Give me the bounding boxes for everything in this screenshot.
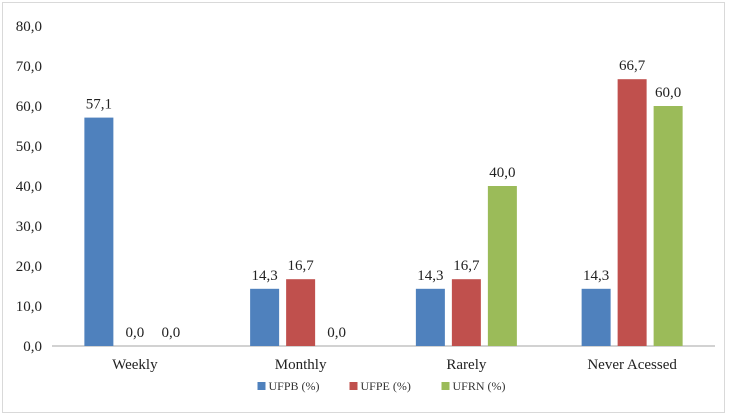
- data-label: 40,0: [489, 165, 515, 181]
- y-tick-label: 70,0: [16, 59, 42, 75]
- legend: UFPB (%) UFPE (%) UFRN (%): [257, 379, 506, 393]
- category-label: Weekly: [112, 357, 158, 373]
- data-label: 14,3: [417, 268, 443, 284]
- legend-swatch: [349, 382, 358, 390]
- data-label: 14,3: [583, 268, 609, 284]
- y-tick-label: 0,0: [23, 339, 42, 355]
- data-label: 14,3: [252, 268, 278, 284]
- bar: [286, 279, 316, 346]
- bar: [581, 288, 611, 346]
- legend-label: UFPB (%): [269, 379, 320, 393]
- bars: [84, 79, 683, 346]
- bar: [617, 79, 647, 346]
- category-labels: Weekly Monthly Rarely Never Acessed: [112, 357, 677, 373]
- data-label: 60,0: [655, 85, 681, 101]
- y-tick-label: 50,0: [16, 139, 42, 155]
- data-label: 16,7: [453, 258, 480, 274]
- category-label: Never Acessed: [587, 357, 677, 373]
- bar: [84, 117, 114, 346]
- data-label: 0,0: [126, 325, 145, 341]
- y-tick-label: 10,0: [16, 299, 42, 315]
- legend-label: UFPE (%): [361, 379, 411, 393]
- bar: [250, 288, 280, 346]
- y-axis-ticks: 0,0 10,0 20,0 30,0 40,0 50,0 60,0 70,0 80,0: [16, 19, 42, 355]
- y-tick-label: 80,0: [16, 19, 42, 35]
- category-label: Rarely: [446, 357, 486, 373]
- y-tick-label: 30,0: [16, 219, 42, 235]
- category-label: Monthly: [275, 357, 327, 373]
- legend-swatch: [441, 382, 450, 390]
- data-label: 0,0: [327, 325, 346, 341]
- data-label: 57,1: [86, 97, 112, 113]
- y-tick-label: 40,0: [16, 179, 42, 195]
- bar: [653, 106, 683, 346]
- bar: [415, 288, 445, 346]
- bar: [487, 186, 517, 346]
- data-label: 0,0: [162, 325, 181, 341]
- data-label: 16,7: [288, 258, 315, 274]
- y-tick-label: 60,0: [16, 99, 42, 115]
- legend-swatch: [257, 382, 266, 390]
- data-label: 66,7: [619, 58, 646, 74]
- data-labels: 57,1 0,0 0,0 14,3 16,7 0,0 14,3 16,7 40,0 14,3 66,…: [86, 58, 682, 341]
- chart-border: [2, 2, 725, 413]
- bar: [451, 279, 481, 346]
- legend-label: UFRN (%): [453, 379, 506, 393]
- y-tick-label: 20,0: [16, 259, 42, 275]
